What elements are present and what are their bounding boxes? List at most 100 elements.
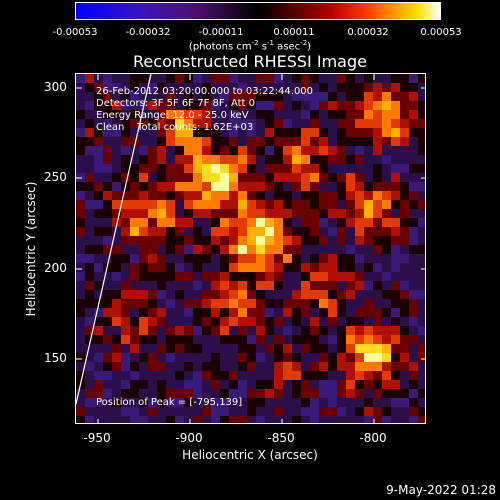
image-pixel (76, 137, 85, 146)
image-pixel (247, 236, 256, 245)
image-pixel (310, 236, 319, 245)
image-pixel (364, 146, 373, 155)
image-pixel (346, 218, 355, 227)
image-pixel (391, 272, 400, 281)
image-pixel (400, 335, 409, 344)
image-pixel (418, 407, 425, 416)
image-pixel (220, 380, 229, 389)
image-pixel (76, 74, 85, 83)
image-pixel (391, 236, 400, 245)
image-pixel (274, 119, 283, 128)
image-pixel (238, 236, 247, 245)
image-pixel (256, 281, 265, 290)
image-pixel (292, 200, 301, 209)
image-pixel (346, 389, 355, 398)
image-pixel (193, 74, 202, 83)
image-pixel (148, 92, 157, 101)
image-pixel (373, 218, 382, 227)
image-pixel (391, 362, 400, 371)
image-pixel (310, 200, 319, 209)
image-pixel (130, 299, 139, 308)
image-pixel (112, 263, 121, 272)
image-pixel (121, 371, 130, 380)
image-pixel (139, 290, 148, 299)
image-pixel (301, 416, 310, 423)
image-pixel (157, 335, 166, 344)
image-pixel (319, 272, 328, 281)
image-pixel (184, 362, 193, 371)
image-pixel (310, 308, 319, 317)
image-pixel (220, 326, 229, 335)
image-pixel (283, 281, 292, 290)
image-pixel (238, 119, 247, 128)
image-pixel (76, 110, 85, 119)
image-pixel (274, 83, 283, 92)
image-pixel (337, 281, 346, 290)
image-pixel (247, 254, 256, 263)
image-pixel (418, 227, 425, 236)
image-pixel (283, 191, 292, 200)
image-pixel (301, 353, 310, 362)
image-pixel (409, 254, 418, 263)
image-pixel (220, 254, 229, 263)
image-pixel (157, 146, 166, 155)
image-pixel (148, 272, 157, 281)
image-pixel (103, 317, 112, 326)
image-pixel (121, 191, 130, 200)
image-pixel (229, 191, 238, 200)
image-pixel (310, 209, 319, 218)
image-pixel (112, 200, 121, 209)
image-pixel (364, 137, 373, 146)
image-pixel (130, 281, 139, 290)
image-pixel (247, 335, 256, 344)
image-pixel (238, 74, 247, 83)
image-pixel (355, 245, 364, 254)
image-pixel (157, 83, 166, 92)
image-pixel (274, 326, 283, 335)
image-pixel (391, 110, 400, 119)
image-pixel (337, 128, 346, 137)
image-pixel (400, 200, 409, 209)
image-pixel (382, 380, 391, 389)
image-pixel (283, 254, 292, 263)
image-pixel (400, 299, 409, 308)
image-pixel (355, 416, 364, 423)
image-pixel (193, 218, 202, 227)
image-pixel (247, 416, 256, 423)
image-pixel (175, 218, 184, 227)
image-pixel (391, 119, 400, 128)
image-pixel (121, 218, 130, 227)
image-pixel (418, 308, 425, 317)
image-pixel (247, 344, 256, 353)
image-pixel (364, 155, 373, 164)
image-pixel (400, 317, 409, 326)
image-pixel (346, 407, 355, 416)
image-pixel (94, 155, 103, 164)
image-pixel (265, 344, 274, 353)
image-pixel (229, 173, 238, 182)
image-pixel (202, 74, 211, 83)
image-pixel (103, 245, 112, 254)
image-pixel (301, 74, 310, 83)
image-pixel (184, 155, 193, 164)
image-pixel (418, 110, 425, 119)
image-pixel (85, 290, 94, 299)
image-pixel (364, 281, 373, 290)
image-pixel (319, 326, 328, 335)
image-pixel (184, 173, 193, 182)
image-pixel (283, 299, 292, 308)
image-pixel (157, 290, 166, 299)
image-pixel (346, 137, 355, 146)
image-pixel (382, 335, 391, 344)
image-pixel (265, 416, 274, 423)
image-pixel (382, 110, 391, 119)
image-pixel (121, 254, 130, 263)
image-pixel (337, 101, 346, 110)
image-pixel (139, 326, 148, 335)
image-pixel (319, 218, 328, 227)
image-pixel (112, 146, 121, 155)
image-pixel (229, 308, 238, 317)
image-pixel (202, 290, 211, 299)
image-pixel (274, 290, 283, 299)
image-pixel (220, 209, 229, 218)
